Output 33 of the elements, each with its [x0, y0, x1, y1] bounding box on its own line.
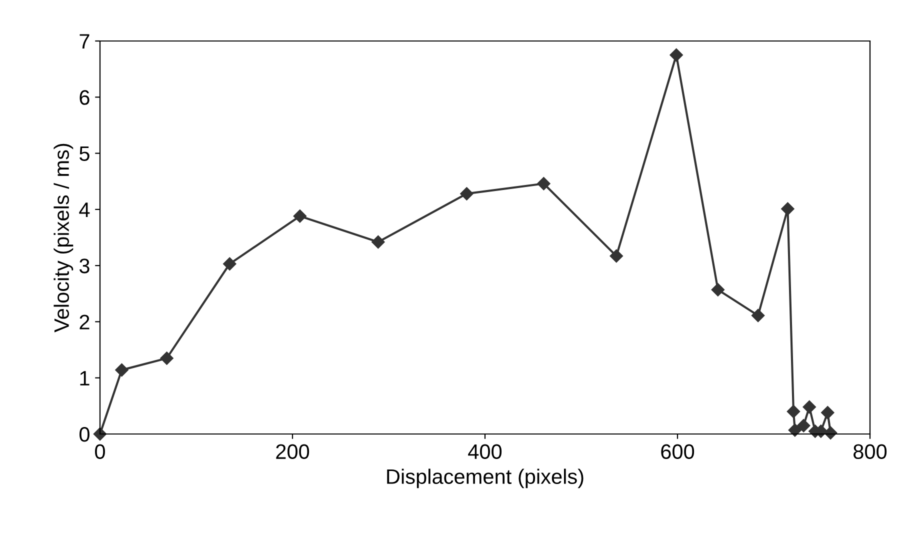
point — [824, 426, 838, 440]
y-tick-label: 3 — [79, 258, 90, 274]
x-tick-label: 0 — [95, 444, 105, 460]
y-tick-label: 2 — [80, 314, 90, 330]
point — [115, 363, 128, 377]
point — [786, 404, 800, 418]
x-tick-label: 800 — [854, 444, 887, 460]
point — [711, 283, 725, 296]
point — [537, 177, 550, 190]
point — [293, 210, 306, 223]
point — [821, 406, 834, 420]
x-tick-label: 400 — [468, 444, 502, 460]
x-tick-label: 600 — [661, 444, 694, 460]
point — [797, 418, 810, 432]
point — [223, 257, 236, 270]
point — [670, 48, 683, 62]
point — [372, 235, 385, 249]
x-tick-label: 200 — [276, 444, 310, 460]
point — [610, 249, 623, 263]
x-axis-title: Displacement (pixels) — [387, 468, 584, 488]
y-tick-label: 0 — [80, 427, 90, 442]
y-tick-label: 5 — [80, 146, 90, 162]
y-tick-label: 7 — [80, 34, 90, 49]
y-axis-title: Velocity (pixels / ms) — [54, 144, 74, 332]
point — [802, 400, 816, 414]
point — [781, 202, 794, 216]
point — [160, 352, 174, 365]
y-tick-label: 4 — [79, 202, 90, 217]
y-tick-label: 6 — [80, 90, 90, 105]
point — [751, 308, 765, 322]
point — [788, 423, 802, 437]
point — [460, 187, 474, 200]
y-tick-label: 1 — [80, 371, 90, 386]
